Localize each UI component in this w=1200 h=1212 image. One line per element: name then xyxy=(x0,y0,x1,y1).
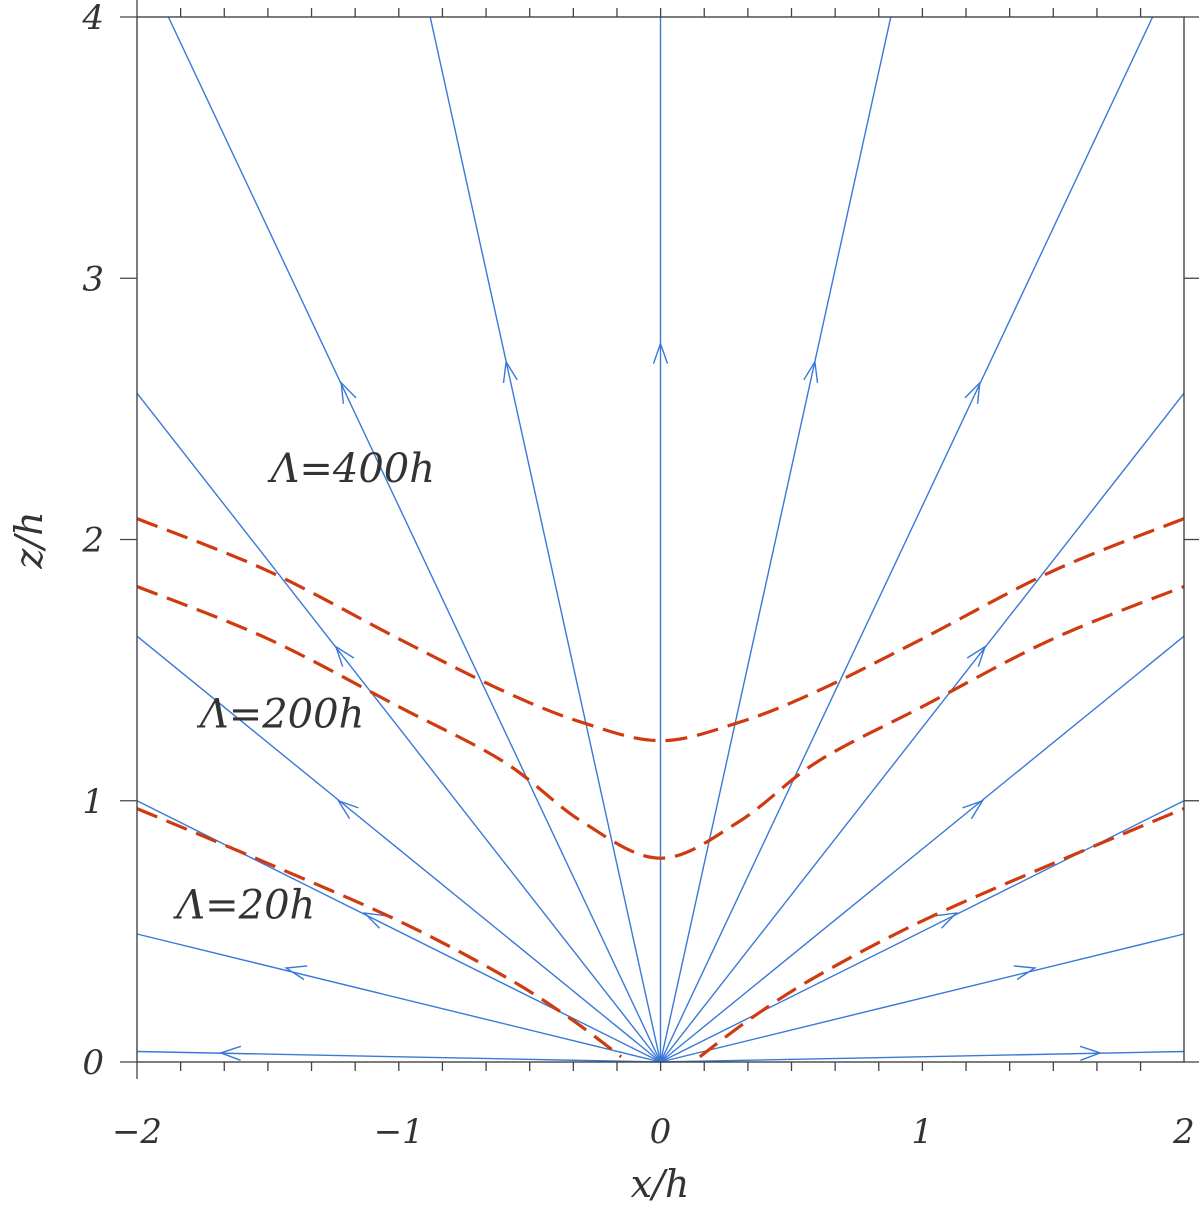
annotations-layer: Λ=400h Λ=200h Λ=20h xyxy=(172,446,435,928)
contour-line xyxy=(698,807,1185,1059)
streamline-arrow xyxy=(803,359,819,383)
streamline-arrow xyxy=(652,341,669,364)
streamline xyxy=(136,392,662,1063)
y-tick-label: 4 xyxy=(81,0,104,38)
streamline xyxy=(660,1050,1185,1063)
contours-layer xyxy=(136,517,1185,1059)
streamline xyxy=(136,635,661,1063)
streamline-arrow xyxy=(284,965,308,981)
streamline xyxy=(659,392,1185,1063)
contour-annotation: Λ=400h xyxy=(266,446,435,492)
streamline-arrow xyxy=(334,644,355,667)
contour-line xyxy=(136,807,623,1059)
streamline xyxy=(167,16,662,1063)
streamline-arrow xyxy=(962,799,985,820)
streamlines-layer xyxy=(136,16,1185,1063)
x-tick-label: 2 xyxy=(1172,1112,1195,1152)
y-tick-label: 1 xyxy=(82,782,104,822)
streamline-arrow xyxy=(336,799,359,820)
streamline xyxy=(660,933,1185,1063)
y-tick-label: 0 xyxy=(82,1043,104,1083)
streamline-arrow xyxy=(964,380,981,404)
streamline xyxy=(659,16,892,1063)
y-tick-label: 2 xyxy=(81,521,104,561)
x-tick-label: −1 xyxy=(374,1112,424,1152)
contour-annotation: Λ=200h xyxy=(196,692,365,738)
streamline xyxy=(136,1050,661,1063)
contour-annotation: Λ=20h xyxy=(172,882,315,928)
streamline-arrow xyxy=(340,380,357,404)
streamline-arrow xyxy=(218,1045,242,1061)
streamline-arrow xyxy=(1013,965,1037,981)
streamline xyxy=(136,933,661,1063)
streamline-arrow xyxy=(966,644,987,667)
x-axis-label: x/h xyxy=(631,1162,690,1206)
axis-ticks xyxy=(120,0,1199,1079)
streamline-arrow xyxy=(502,359,518,383)
y-tick-label: 3 xyxy=(82,259,104,299)
x-tick-label: −2 xyxy=(112,1112,162,1152)
tick-labels: −2 −1 0 1 2 0 1 2 3 4 xyxy=(81,0,1194,1152)
contour-line xyxy=(136,585,1185,860)
streamline xyxy=(659,16,1154,1063)
streamline xyxy=(660,635,1185,1063)
streamline-arrow xyxy=(935,912,959,929)
streamline-arrow xyxy=(1079,1045,1103,1061)
streamline xyxy=(429,16,662,1063)
x-tick-label: 0 xyxy=(650,1112,672,1152)
y-axis-label: z/h xyxy=(7,511,51,569)
streamline-arrow xyxy=(362,912,386,929)
streamline xyxy=(136,800,661,1063)
x-tick-label: 1 xyxy=(911,1112,933,1152)
